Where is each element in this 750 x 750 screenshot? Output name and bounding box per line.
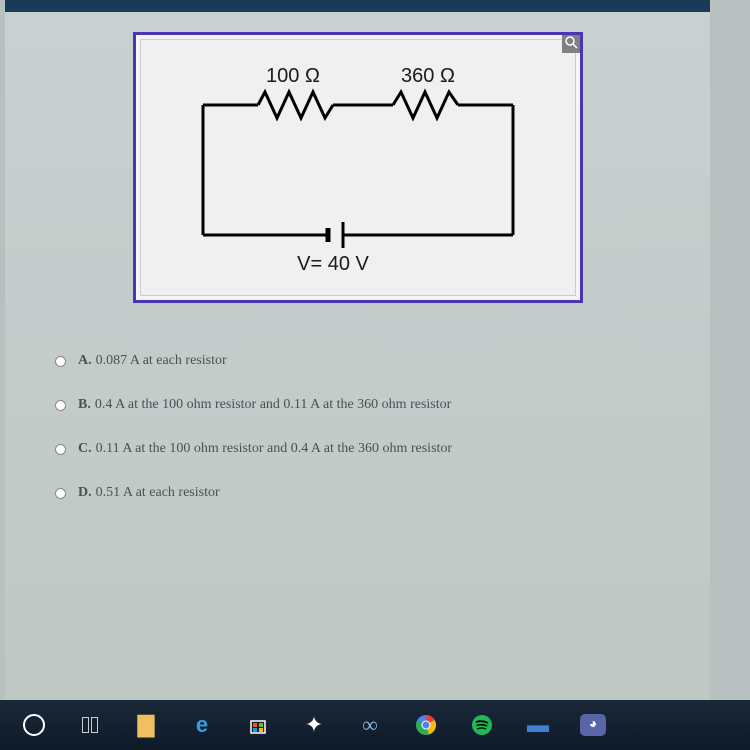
zoom-icon[interactable] [562,35,580,53]
answer-letter: C. [78,441,92,457]
taskbar: ▇ e ✦ ∞ ▬ ◕ [0,700,750,750]
radio-icon[interactable] [55,400,66,411]
circuit-diagram: 100 Ω 360 Ω V= 40 V [140,39,576,296]
answer-letter: B. [78,397,91,413]
task-view-icon[interactable] [76,711,104,739]
window-title-bar [5,0,710,12]
answer-letter: A. [78,353,92,369]
content-area: 100 Ω 360 Ω V= 40 V [5,12,710,700]
cortana-icon[interactable] [20,711,48,739]
answer-option-d[interactable]: D. 0.51 A at each resistor [55,485,690,501]
radio-icon[interactable] [55,356,66,367]
answer-option-c[interactable]: C. 0.11 A at the 100 ohm resistor and 0.… [55,441,690,457]
circuit-diagram-container: 100 Ω 360 Ω V= 40 V [133,32,583,303]
answer-option-a[interactable]: A. 0.087 A at each resistor [55,353,690,369]
dropbox-icon[interactable]: ✦ [300,711,328,739]
resistor1-label: 100 Ω [266,65,320,87]
resistor2-label: 360 Ω [401,65,455,87]
radio-icon[interactable] [55,488,66,499]
edge-icon[interactable]: e [188,711,216,739]
infinity-icon[interactable]: ∞ [356,711,384,739]
answer-list: A. 0.087 A at each resistor B. 0.4 A at … [25,353,690,501]
answer-text: 0.087 A at each resistor [96,353,227,369]
radio-icon[interactable] [55,444,66,455]
spotify-icon[interactable] [468,711,496,739]
chrome-icon[interactable] [412,711,440,739]
answer-text: 0.51 A at each resistor [96,485,220,501]
answer-option-b[interactable]: B. 0.4 A at the 100 ohm resistor and 0.1… [55,397,690,413]
answer-text: 0.11 A at the 100 ohm resistor and 0.4 A… [96,441,452,457]
discord-icon[interactable]: ◕ [580,714,606,736]
answer-letter: D. [78,485,92,501]
store-icon[interactable] [244,711,272,739]
voltage-label: V= 40 V [297,253,369,275]
answer-text: 0.4 A at the 100 ohm resistor and 0.11 A… [95,397,451,413]
camera-icon[interactable]: ▬ [524,711,552,739]
file-explorer-icon[interactable]: ▇ [132,711,160,739]
